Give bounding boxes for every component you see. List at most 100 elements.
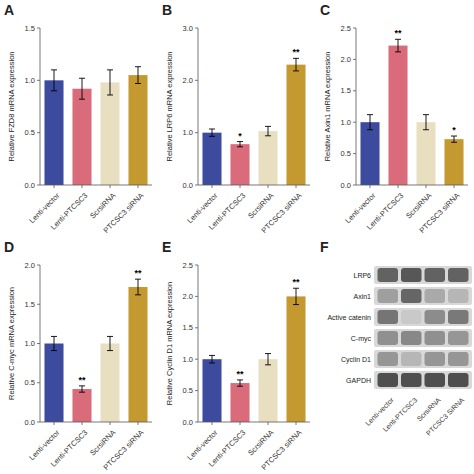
y-tick (353, 59, 356, 60)
error-bar-cap (423, 129, 429, 130)
band (448, 289, 469, 303)
error-bar-cap (265, 126, 271, 127)
y-tick-label: 1.0 (341, 118, 351, 127)
plot-area (202, 288, 305, 422)
lane-background (374, 329, 472, 347)
y-axis-label: Relative LRP6 mRNA expression (165, 51, 174, 161)
error-bar (209, 355, 215, 363)
error-bar-stem (268, 354, 269, 365)
x-tick (54, 185, 55, 188)
error-bar-stem (54, 70, 55, 91)
y-tick (195, 132, 198, 133)
band (448, 331, 469, 345)
y-tick-label: 0.5 (341, 149, 351, 158)
error-bar-cap (135, 279, 141, 280)
error-bar-stem (110, 70, 111, 95)
plot-area (360, 39, 463, 185)
error-bar (79, 386, 85, 392)
band (401, 268, 422, 282)
band (378, 331, 399, 345)
error-bar (107, 336, 113, 350)
panel-label: B (162, 2, 172, 18)
bar (230, 144, 249, 185)
x-tick (110, 185, 111, 188)
y-tick (37, 185, 40, 186)
figure: A0.00.51.01.5Relative FZD8 mRNA expressi… (0, 0, 474, 474)
error-bar (237, 380, 243, 386)
error-bar (209, 129, 215, 136)
x-tick (110, 422, 111, 425)
error-bar-stem (398, 39, 399, 52)
lane-background (374, 266, 472, 284)
row-label: GAPDH (346, 377, 371, 384)
error-bar-cap (395, 39, 401, 40)
y-tick-label: 0.0 (183, 181, 193, 190)
band (448, 373, 469, 387)
error-bar-cap (237, 386, 243, 387)
x-axis (198, 422, 310, 423)
x-tick (138, 422, 139, 425)
error-bar (293, 288, 299, 304)
lane-background (374, 350, 472, 368)
y-tick (37, 28, 40, 29)
bar (72, 89, 91, 185)
bar (100, 82, 119, 185)
y-tick (37, 422, 40, 423)
error-bar-cap (51, 336, 57, 337)
bar (202, 359, 221, 422)
error-bar-stem (296, 58, 297, 71)
error-bar-cap (451, 142, 457, 143)
error-bar (293, 58, 299, 71)
significance-marker: ** (292, 47, 300, 57)
bar (286, 296, 305, 422)
bar (202, 133, 221, 185)
x-tick (212, 185, 213, 188)
error-bar-cap (79, 385, 85, 386)
x-tick (426, 185, 427, 188)
bar (44, 80, 63, 185)
y-axis (40, 28, 41, 185)
x-tick (138, 185, 139, 188)
band (425, 268, 446, 282)
error-bar-cap (51, 90, 57, 91)
error-bar-cap (209, 355, 215, 356)
error-bar (51, 336, 57, 350)
error-bar-cap (237, 141, 243, 142)
y-tick (195, 390, 198, 391)
plot-area (44, 67, 147, 185)
panel: B0.01.02.03.0Relative LRP6 mRNA expressi… (162, 2, 310, 235)
band (378, 373, 399, 387)
bar (286, 65, 305, 185)
lane-background (374, 371, 472, 389)
y-tick (195, 422, 198, 423)
error-bar (51, 70, 57, 91)
error-bar-cap (367, 114, 373, 115)
bar (128, 75, 147, 185)
significance-marker: ** (134, 268, 142, 278)
error-bar-cap (107, 336, 113, 337)
bar (258, 359, 277, 422)
x-tick-label: PTCSC3 siRNA (418, 191, 462, 235)
error-bar (107, 70, 113, 95)
error-bar-cap (293, 58, 299, 59)
error-bar-cap (293, 70, 299, 71)
x-tick-label: PTCSC3 siRNA (260, 428, 304, 472)
error-bar-cap (367, 129, 373, 130)
error-bar-cap (265, 364, 271, 365)
y-axis (40, 265, 41, 422)
panel: FLRP6Axin1Active cateninC-mycCyclin D1GA… (320, 239, 472, 437)
x-axis (40, 422, 152, 423)
y-axis (198, 28, 199, 185)
error-bar-cap (51, 350, 57, 351)
error-bar (135, 279, 141, 295)
x-tick (268, 422, 269, 425)
significance-marker: ** (394, 28, 402, 38)
row-label: Cyclin D1 (341, 356, 371, 364)
error-bar-stem (296, 288, 297, 304)
significance-marker: ** (236, 369, 244, 379)
row-label: Axin1 (353, 293, 371, 300)
panel-label: C (320, 2, 330, 18)
significance-marker: ** (292, 277, 300, 287)
band (448, 268, 469, 282)
error-bar-stem (426, 115, 427, 130)
